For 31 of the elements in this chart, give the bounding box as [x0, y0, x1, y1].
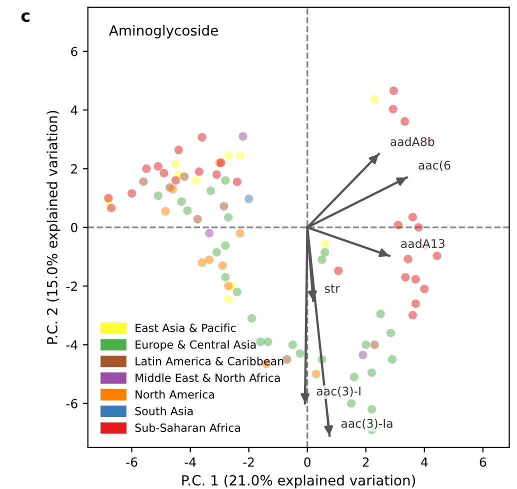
x-tick-label: 2: [362, 457, 369, 467]
legend-label: Sub-Saharan Africa: [135, 423, 240, 432]
legend-label: aac(3)-Ia: [341, 418, 392, 430]
legend-label: South Asia: [135, 406, 193, 416]
y-tick-label: -6: [66, 398, 78, 408]
legend-label: Middle East & North Africa: [136, 373, 280, 382]
y-tick-label: 2: [71, 164, 77, 174]
legend-label: North America: [136, 390, 214, 399]
x-tick-label: -4: [184, 458, 196, 467]
x-tick-label: 4: [421, 458, 428, 467]
y-tick-label: 4: [70, 106, 78, 115]
y-tick-label: -2: [66, 282, 77, 291]
x-tick-label: 6: [480, 457, 486, 467]
x-tick-label: -6: [126, 457, 138, 467]
y-axis-title: P.C. 2 (15.0% explained variation): [46, 110, 60, 344]
legend-label: East Asia & Pacific: [136, 323, 236, 332]
legend-label: aac(3)-I: [316, 386, 360, 397]
series-label: aadA8b: [390, 137, 434, 146]
y-tick-label: -4: [66, 340, 78, 350]
legend-label: str: [324, 284, 340, 293]
text: c: [21, 12, 30, 22]
legend-label: Europe & Central Asia: [136, 340, 256, 351]
x-axis-title: P.C. 1 (21.0% explained variation): [182, 474, 416, 488]
series-label: aadA13: [401, 238, 444, 248]
legend-label: Latin America & Caribbean: [136, 356, 284, 366]
y-tick-label: 0: [71, 222, 78, 232]
series-label: aac(6: [418, 160, 450, 172]
text: Aminoglycoside: [109, 24, 218, 38]
x-tick-label: 0: [304, 457, 310, 467]
y-tick-label: 6: [71, 46, 78, 56]
x-tick-label: -2: [243, 457, 254, 467]
